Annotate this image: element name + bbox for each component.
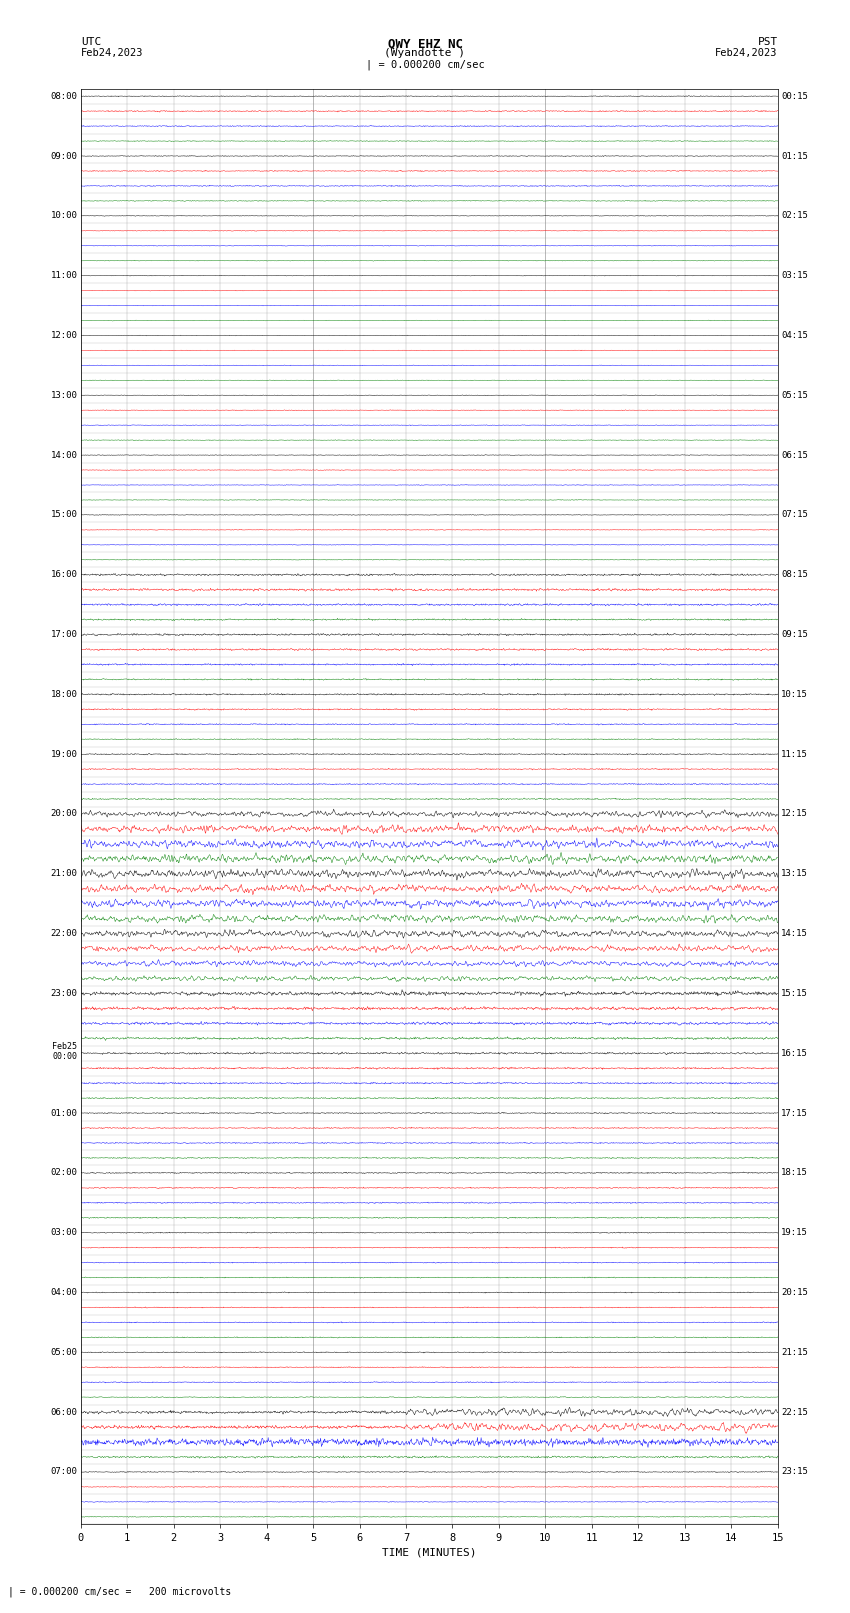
Text: 21:15: 21:15 bbox=[781, 1348, 808, 1357]
Text: 06:15: 06:15 bbox=[781, 450, 808, 460]
Text: 23:15: 23:15 bbox=[781, 1468, 808, 1476]
Text: 16:15: 16:15 bbox=[781, 1048, 808, 1058]
Text: Feb25: Feb25 bbox=[53, 1042, 77, 1052]
Text: | = 0.000200 cm/sec =   200 microvolts: | = 0.000200 cm/sec = 200 microvolts bbox=[8, 1586, 232, 1597]
Text: 12:15: 12:15 bbox=[781, 810, 808, 818]
Text: 14:15: 14:15 bbox=[781, 929, 808, 939]
Text: | = 0.000200 cm/sec: | = 0.000200 cm/sec bbox=[366, 60, 484, 71]
Text: 11:00: 11:00 bbox=[50, 271, 77, 281]
Text: 00:15: 00:15 bbox=[781, 92, 808, 100]
Text: 00:00: 00:00 bbox=[53, 1052, 77, 1061]
Text: 02:00: 02:00 bbox=[50, 1168, 77, 1177]
Text: 10:00: 10:00 bbox=[50, 211, 77, 221]
Text: 12:00: 12:00 bbox=[50, 331, 77, 340]
Text: QWY EHZ NC: QWY EHZ NC bbox=[388, 37, 462, 50]
Text: 15:15: 15:15 bbox=[781, 989, 808, 998]
Text: 23:00: 23:00 bbox=[50, 989, 77, 998]
Text: 03:00: 03:00 bbox=[50, 1227, 77, 1237]
Text: 08:15: 08:15 bbox=[781, 571, 808, 579]
Text: 01:15: 01:15 bbox=[781, 152, 808, 161]
Text: 14:00: 14:00 bbox=[50, 450, 77, 460]
Text: 03:15: 03:15 bbox=[781, 271, 808, 281]
Text: 17:00: 17:00 bbox=[50, 631, 77, 639]
Text: 15:00: 15:00 bbox=[50, 510, 77, 519]
Text: PST: PST bbox=[757, 37, 778, 47]
Text: 01:00: 01:00 bbox=[50, 1108, 77, 1118]
Text: 22:00: 22:00 bbox=[50, 929, 77, 939]
Text: 19:00: 19:00 bbox=[50, 750, 77, 758]
Text: 21:00: 21:00 bbox=[50, 869, 77, 879]
Text: 13:15: 13:15 bbox=[781, 869, 808, 879]
Text: 13:00: 13:00 bbox=[50, 390, 77, 400]
Text: 10:15: 10:15 bbox=[781, 690, 808, 698]
Text: UTC: UTC bbox=[81, 37, 101, 47]
Text: 09:15: 09:15 bbox=[781, 631, 808, 639]
Text: 17:15: 17:15 bbox=[781, 1108, 808, 1118]
Text: 18:00: 18:00 bbox=[50, 690, 77, 698]
Text: (Wyandotte ): (Wyandotte ) bbox=[384, 48, 466, 58]
Text: 04:00: 04:00 bbox=[50, 1289, 77, 1297]
Text: 22:15: 22:15 bbox=[781, 1408, 808, 1416]
Text: 07:15: 07:15 bbox=[781, 510, 808, 519]
Text: 02:15: 02:15 bbox=[781, 211, 808, 221]
Text: 05:00: 05:00 bbox=[50, 1348, 77, 1357]
Text: 18:15: 18:15 bbox=[781, 1168, 808, 1177]
Text: 06:00: 06:00 bbox=[50, 1408, 77, 1416]
X-axis label: TIME (MINUTES): TIME (MINUTES) bbox=[382, 1547, 477, 1558]
Text: 16:00: 16:00 bbox=[50, 571, 77, 579]
Text: 11:15: 11:15 bbox=[781, 750, 808, 758]
Text: 04:15: 04:15 bbox=[781, 331, 808, 340]
Text: 20:00: 20:00 bbox=[50, 810, 77, 818]
Text: 19:15: 19:15 bbox=[781, 1227, 808, 1237]
Text: 20:15: 20:15 bbox=[781, 1289, 808, 1297]
Text: Feb24,2023: Feb24,2023 bbox=[715, 48, 778, 58]
Text: Feb24,2023: Feb24,2023 bbox=[81, 48, 144, 58]
Text: 09:00: 09:00 bbox=[50, 152, 77, 161]
Text: 07:00: 07:00 bbox=[50, 1468, 77, 1476]
Text: 05:15: 05:15 bbox=[781, 390, 808, 400]
Text: 08:00: 08:00 bbox=[50, 92, 77, 100]
